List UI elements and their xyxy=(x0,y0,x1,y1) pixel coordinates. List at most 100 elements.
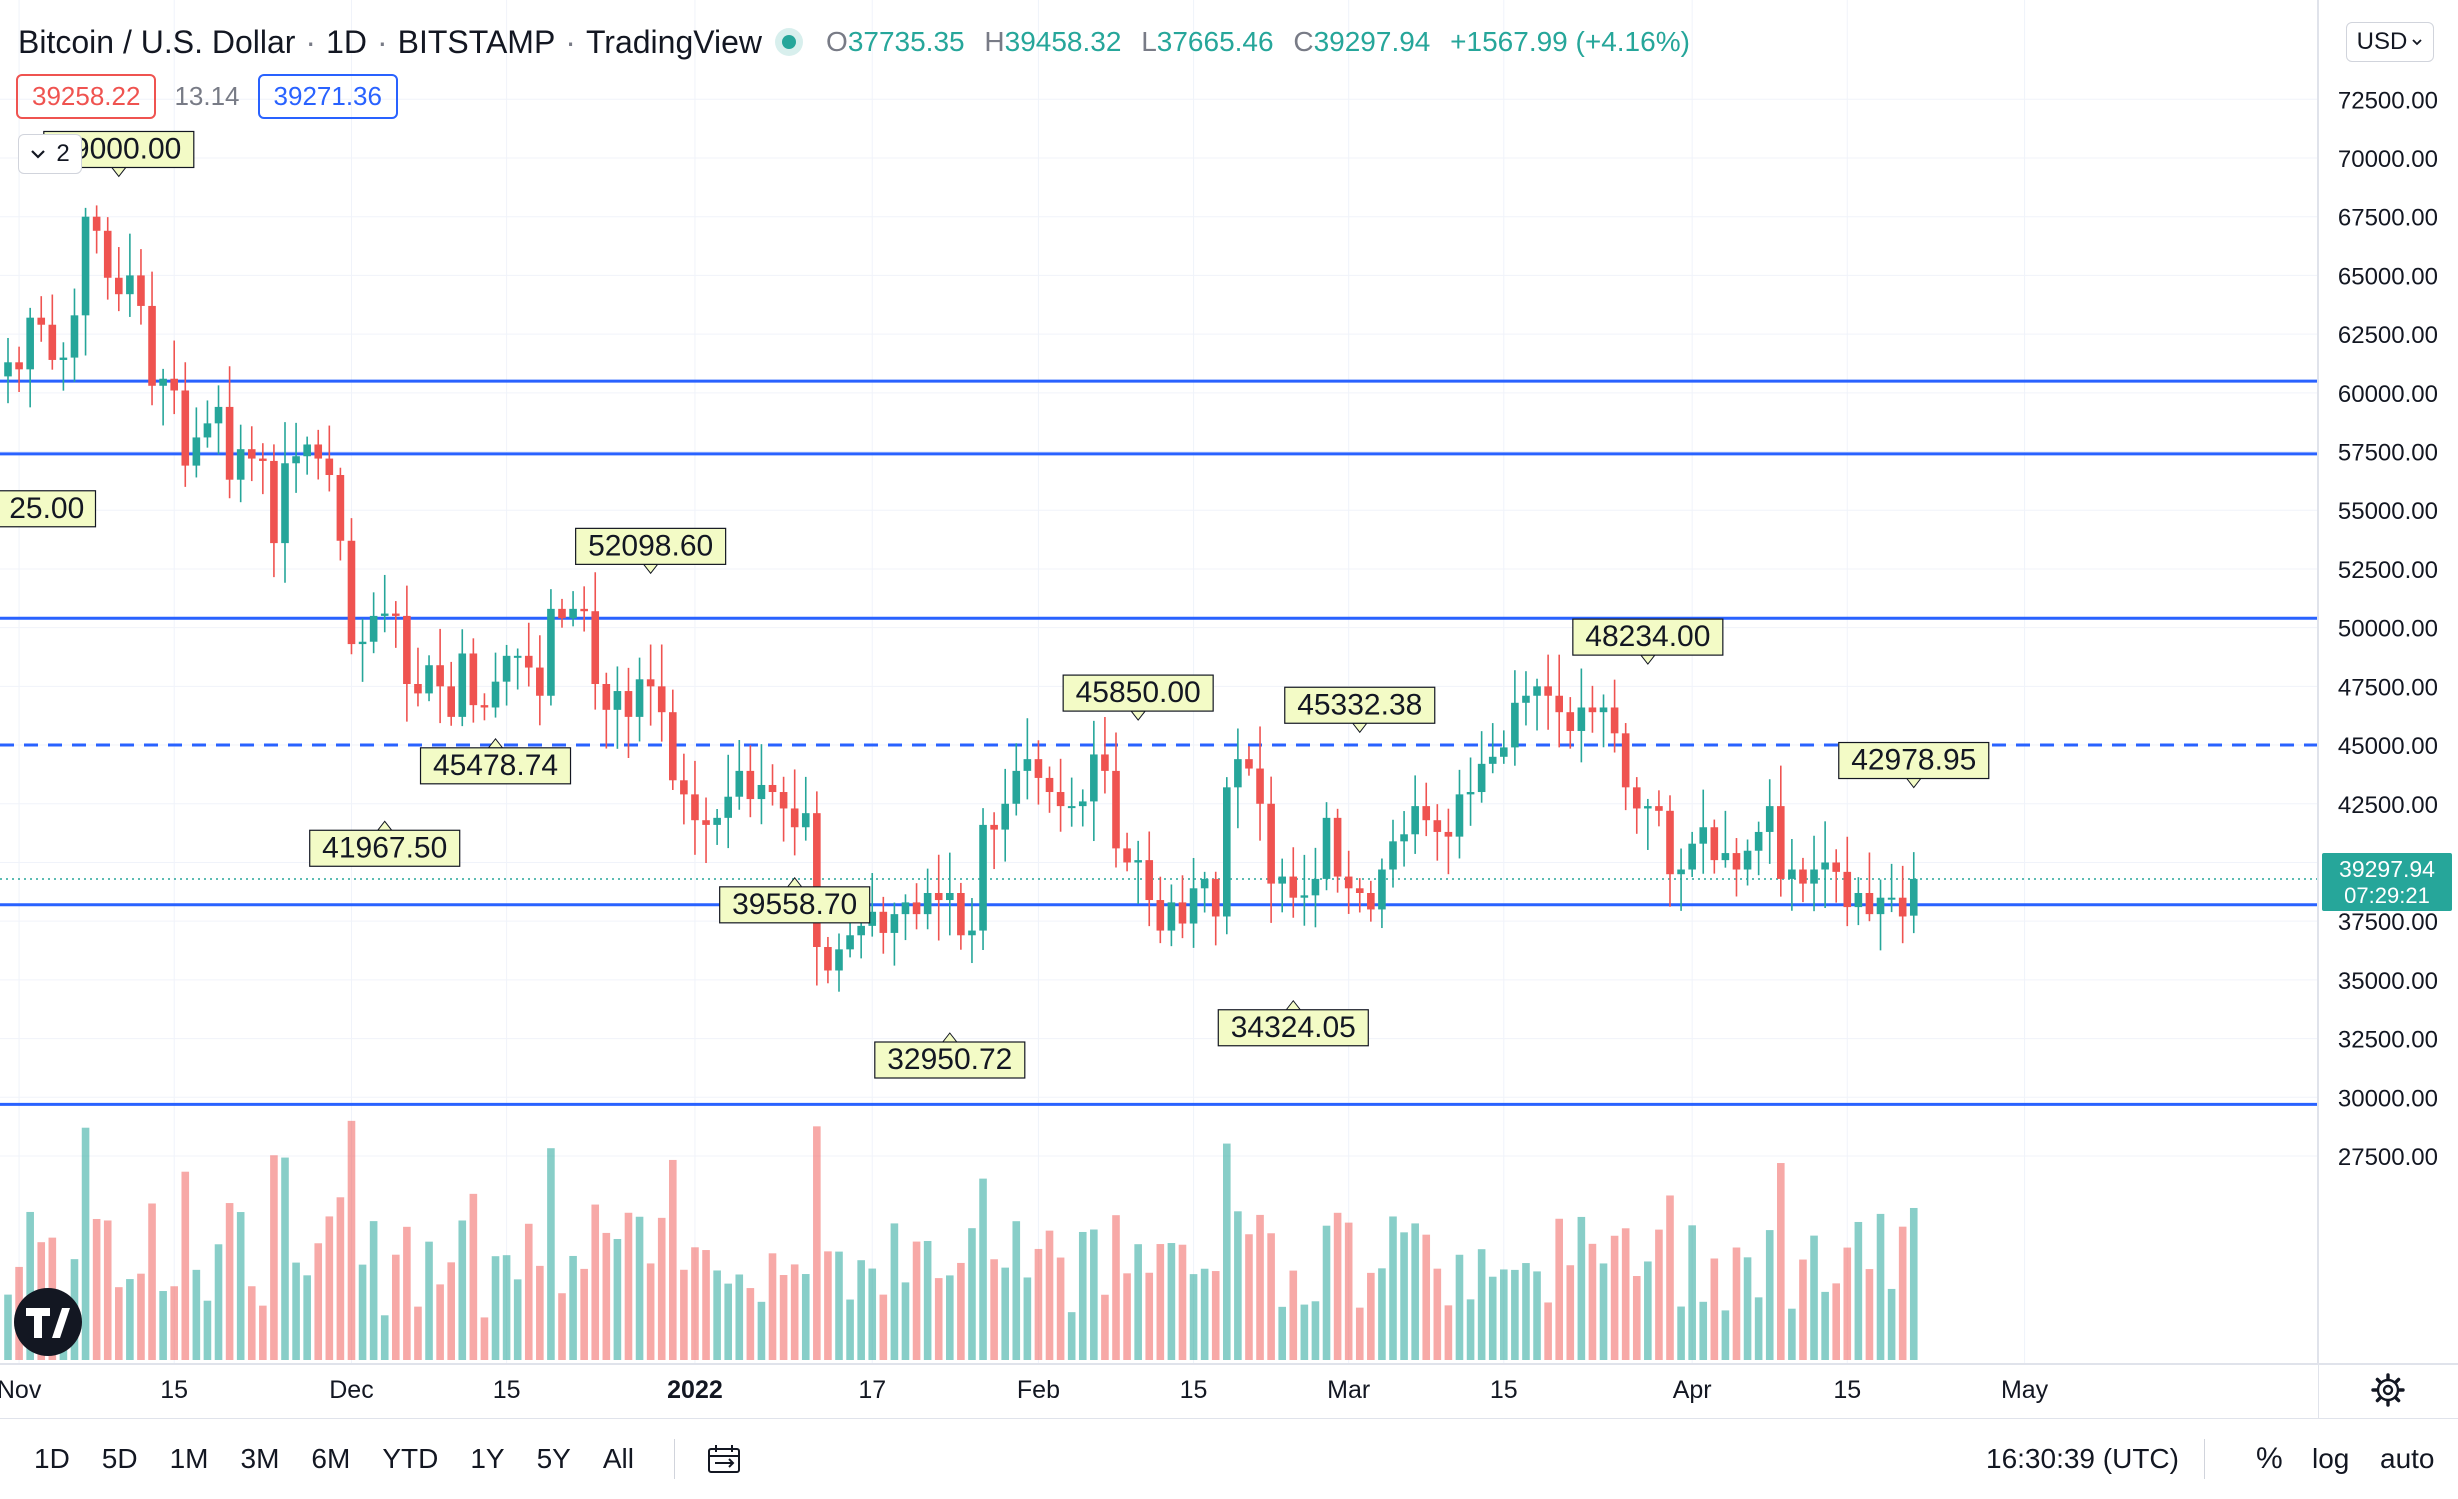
candle[interactable] xyxy=(236,449,245,480)
horizontal-levels[interactable] xyxy=(0,379,2318,1106)
candle[interactable] xyxy=(1300,895,1309,898)
candle[interactable] xyxy=(336,475,345,541)
buy-button[interactable]: 39271.36 xyxy=(257,74,398,119)
candle[interactable] xyxy=(1710,827,1719,861)
candle[interactable] xyxy=(957,892,965,936)
candle[interactable] xyxy=(1333,817,1342,877)
candle[interactable] xyxy=(524,655,533,668)
candle[interactable] xyxy=(1178,902,1187,924)
candle[interactable] xyxy=(1655,806,1663,811)
candle[interactable] xyxy=(137,275,145,306)
candle[interactable] xyxy=(912,902,921,915)
candle[interactable] xyxy=(1378,869,1386,910)
candle[interactable] xyxy=(1788,869,1796,879)
candle[interactable] xyxy=(1765,806,1774,832)
candle[interactable] xyxy=(1898,897,1907,917)
candle[interactable] xyxy=(491,681,500,708)
range-1m-button[interactable]: 1M xyxy=(169,1443,209,1474)
candle[interactable] xyxy=(1067,806,1076,809)
candle[interactable] xyxy=(358,641,367,645)
candle[interactable] xyxy=(824,947,832,971)
candle[interactable] xyxy=(380,613,389,616)
candle[interactable] xyxy=(1455,794,1464,837)
symbol-name[interactable]: Bitcoin / U.S. Dollar xyxy=(18,23,296,60)
percent-scale-button[interactable]: % xyxy=(2256,1442,2283,1475)
candle[interactable] xyxy=(1544,686,1552,696)
candle[interactable] xyxy=(1721,853,1730,861)
range-all-button[interactable]: All xyxy=(602,1443,634,1474)
calendar-icon[interactable] xyxy=(707,1444,741,1474)
candle[interactable] xyxy=(1367,892,1375,910)
candle[interactable] xyxy=(669,712,677,781)
candle[interactable] xyxy=(713,817,721,825)
candle[interactable] xyxy=(92,216,101,231)
candle[interactable] xyxy=(192,437,201,466)
candle[interactable] xyxy=(502,655,511,682)
candle[interactable] xyxy=(292,456,300,464)
candle[interactable] xyxy=(1810,869,1818,884)
range-3m-button[interactable]: 3M xyxy=(240,1443,280,1474)
candle[interactable] xyxy=(1355,888,1364,893)
candle[interactable] xyxy=(1311,878,1320,896)
candle[interactable] xyxy=(1644,806,1652,809)
candle[interactable] xyxy=(1677,869,1685,875)
candle[interactable] xyxy=(923,892,932,915)
candle[interactable] xyxy=(59,357,68,360)
candle[interactable] xyxy=(1400,834,1408,842)
candle[interactable] xyxy=(469,653,478,706)
candle[interactable] xyxy=(1865,892,1874,915)
chart-axes[interactable]: 27500.00 30000.00 32500.00 35000.00 37500.00… xyxy=(0,0,2458,1418)
price-chart[interactable]: 69000.0025.0041967.5045478.7452098.60395… xyxy=(0,0,2458,1418)
candle[interactable] xyxy=(790,808,799,828)
range-5d-button[interactable]: 5D xyxy=(101,1443,138,1474)
candle[interactable] xyxy=(303,444,311,457)
candle[interactable] xyxy=(990,824,998,830)
candle[interactable] xyxy=(946,892,954,901)
candle[interactable] xyxy=(126,275,134,295)
candle[interactable] xyxy=(1078,801,1087,807)
candle[interactable] xyxy=(624,691,633,717)
candle[interactable] xyxy=(1256,768,1264,804)
currency-selector[interactable]: USD xyxy=(2346,22,2434,62)
gear-icon[interactable] xyxy=(2370,1372,2406,1408)
candle[interactable] xyxy=(425,665,433,694)
candle[interactable] xyxy=(657,686,666,713)
candle[interactable] xyxy=(1511,702,1519,748)
range-ytd-button[interactable]: YTD xyxy=(382,1443,439,1474)
candle[interactable] xyxy=(1090,754,1098,802)
candle[interactable] xyxy=(934,892,943,901)
candle[interactable] xyxy=(569,608,577,619)
candle[interactable] xyxy=(1577,707,1586,731)
candle[interactable] xyxy=(26,317,34,370)
candle[interactable] xyxy=(1189,888,1198,924)
candle[interactable] xyxy=(1411,806,1419,835)
candle[interactable] xyxy=(1500,747,1508,757)
candle[interactable] xyxy=(868,911,877,926)
candle[interactable] xyxy=(901,902,910,915)
candle[interactable] xyxy=(458,653,467,717)
candle[interactable] xyxy=(1245,759,1253,769)
candle[interactable] xyxy=(857,925,865,936)
candle[interactable] xyxy=(1666,810,1674,875)
range-1d-button[interactable]: 1D xyxy=(34,1443,70,1474)
candle[interactable] xyxy=(1234,759,1242,788)
candle[interactable] xyxy=(513,655,522,658)
candle[interactable] xyxy=(480,705,489,708)
candle[interactable] xyxy=(1621,733,1630,788)
candle[interactable] xyxy=(768,784,777,793)
candle[interactable] xyxy=(613,691,622,710)
candle[interactable] xyxy=(403,615,411,685)
candle[interactable] xyxy=(414,684,422,694)
candle[interactable] xyxy=(547,608,555,696)
candle[interactable] xyxy=(1632,787,1641,809)
candle[interactable] xyxy=(680,780,688,795)
candle[interactable] xyxy=(835,949,843,971)
candle[interactable] xyxy=(1699,827,1708,844)
candle[interactable] xyxy=(968,930,976,936)
candle[interactable] xyxy=(103,230,112,278)
candle[interactable] xyxy=(1688,843,1696,870)
candle[interactable] xyxy=(1123,848,1131,863)
candle[interactable] xyxy=(1200,878,1209,889)
candle[interactable] xyxy=(1278,876,1286,884)
